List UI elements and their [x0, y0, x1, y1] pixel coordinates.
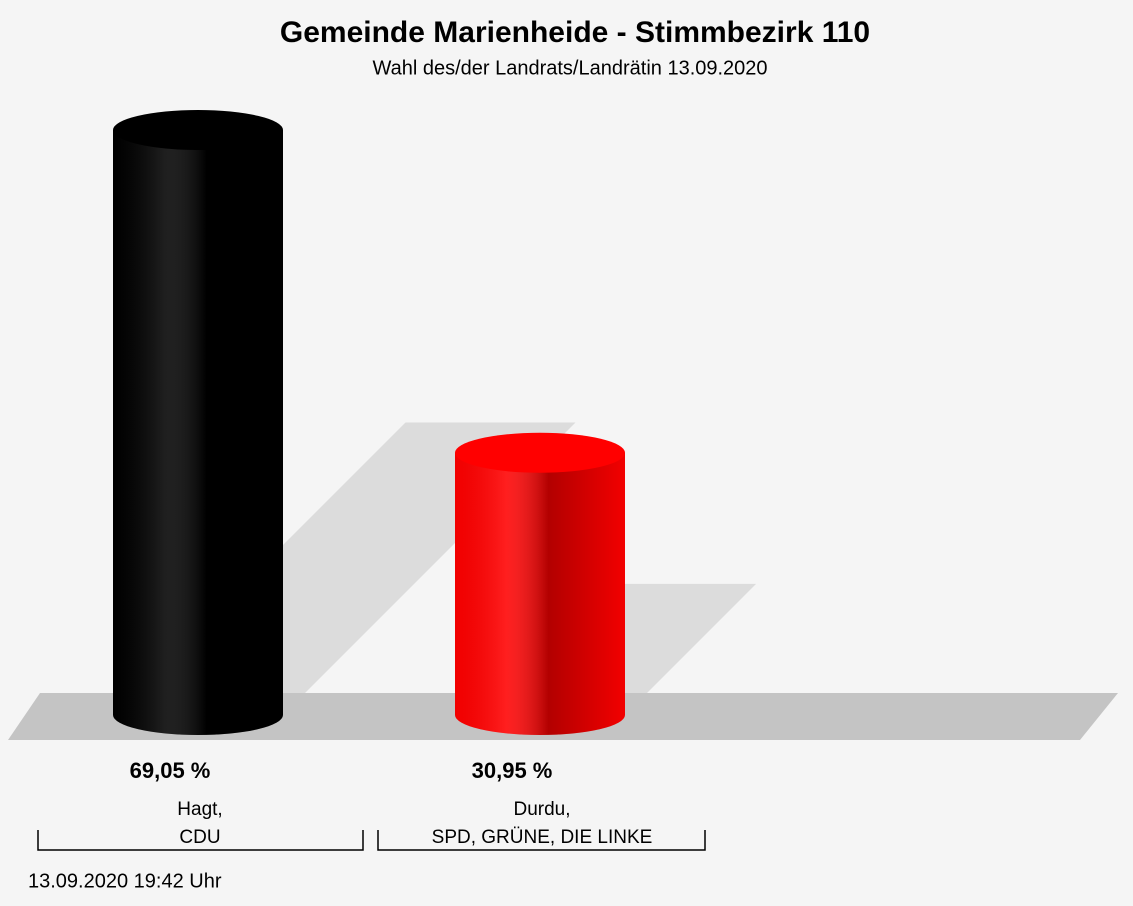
chart-title: Gemeinde Marienheide - Stimmbezirk 110	[280, 16, 870, 49]
bar-shading	[455, 452, 625, 735]
category-bracket	[377, 830, 706, 851]
bar-top	[455, 432, 625, 473]
bar-top	[113, 110, 283, 150]
bar-shading	[113, 130, 283, 735]
value-label: 69,05 %	[130, 758, 211, 783]
value-label: 30,95 %	[472, 758, 553, 783]
footer: 13.09.2020 19:42 Uhr	[28, 870, 222, 892]
category-label: CDU	[179, 827, 220, 848]
bars	[113, 110, 625, 735]
chart-subtitle: Wahl des/der Landrats/Landrätin 13.09.20…	[372, 57, 767, 79]
category-label: Hagt,	[177, 799, 222, 820]
category-label: SPD, GRÜNE, DIE LINKE	[432, 827, 653, 848]
category-label: Durdu,	[513, 799, 570, 820]
category-bracket	[37, 830, 364, 851]
